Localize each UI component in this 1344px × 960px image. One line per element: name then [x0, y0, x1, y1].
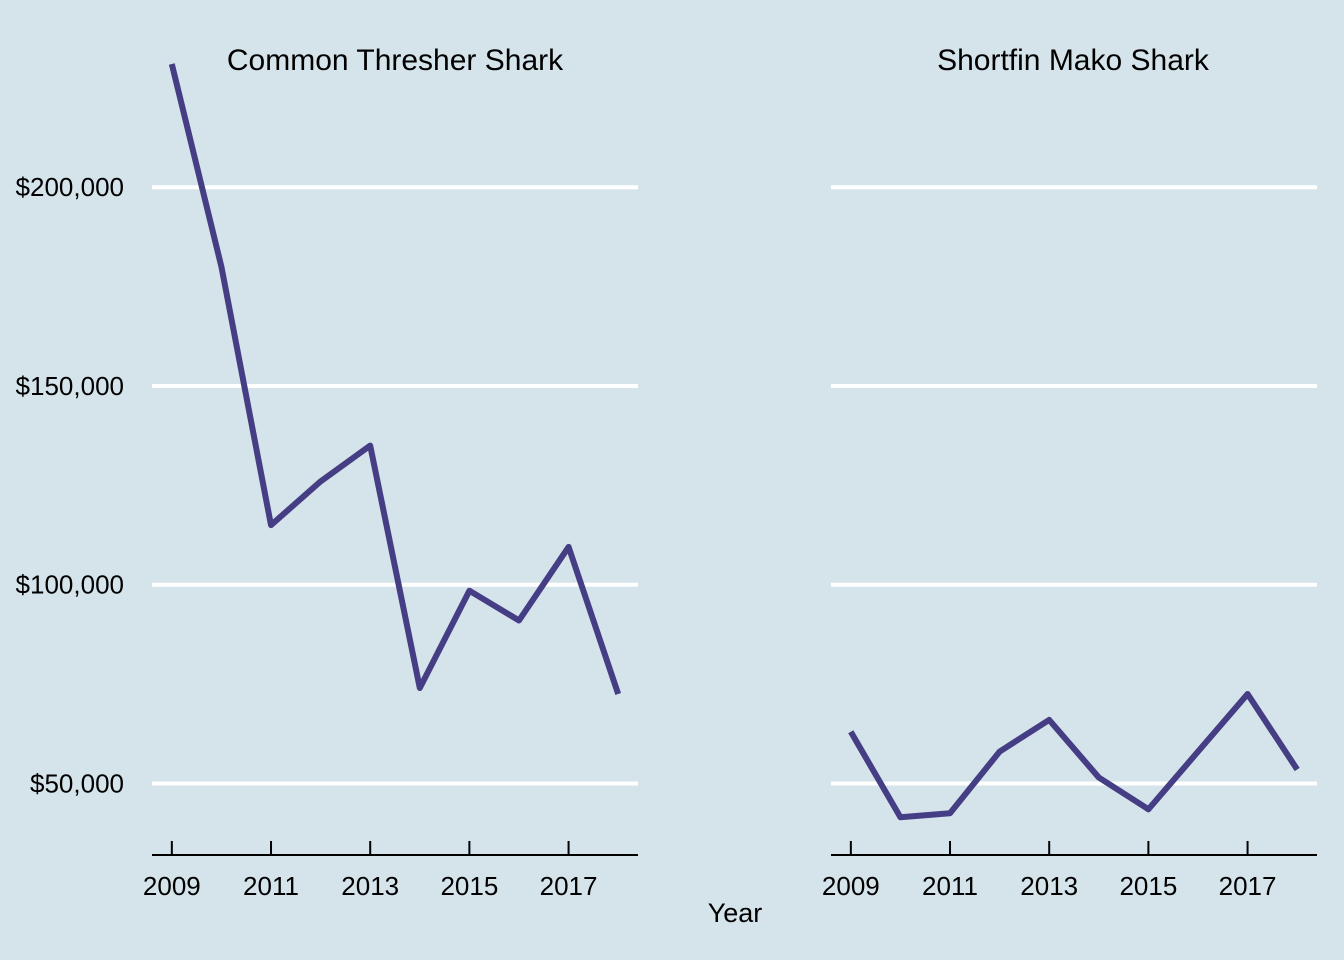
- x-tick-label: 2015: [440, 871, 498, 901]
- x-tick-label: 2011: [243, 871, 299, 901]
- gridlines: [831, 185, 1317, 786]
- series-line-shortfin-mako: [848, 691, 1300, 821]
- x-tick-label: 2009: [822, 871, 880, 901]
- y-tick-label: $150,000: [16, 371, 124, 401]
- x-axis-title: Year: [708, 898, 763, 928]
- y-axis-tick-labels: $50,000 $100,000 $150,000 $200,000: [16, 172, 124, 798]
- x-tick-label: 2017: [1219, 871, 1277, 901]
- x-axis-ticks: [170, 841, 570, 855]
- x-tick-label: 2009: [143, 871, 201, 901]
- series-line-common-thresher: [168, 63, 622, 695]
- x-axis-tick-labels: 2009 2011 2013 2015 2017: [143, 871, 598, 901]
- x-tick-label: 2015: [1119, 871, 1177, 901]
- y-tick-label: $50,000: [30, 768, 124, 798]
- x-tick-label: 2013: [341, 871, 399, 901]
- y-tick-label: $200,000: [16, 172, 124, 202]
- x-axis-ticks: [849, 841, 1249, 855]
- panel-title: Shortfin Mako Shark: [937, 44, 1210, 77]
- y-tick-label: $100,000: [16, 570, 124, 600]
- panel-common-thresher: Common Thresher Shark $50,000 $100,000 $…: [16, 44, 638, 901]
- gridlines: [152, 185, 638, 786]
- panel-title: Common Thresher Shark: [227, 44, 564, 77]
- x-tick-label: 2011: [922, 871, 978, 901]
- x-axis-tick-labels: 2009 2011 2013 2015 2017: [822, 871, 1277, 901]
- x-tick-label: 2017: [540, 871, 598, 901]
- x-tick-label: 2013: [1020, 871, 1078, 901]
- panel-shortfin-mako: Shortfin Mako Shark 2009 2011 2013 2015 …: [822, 44, 1317, 901]
